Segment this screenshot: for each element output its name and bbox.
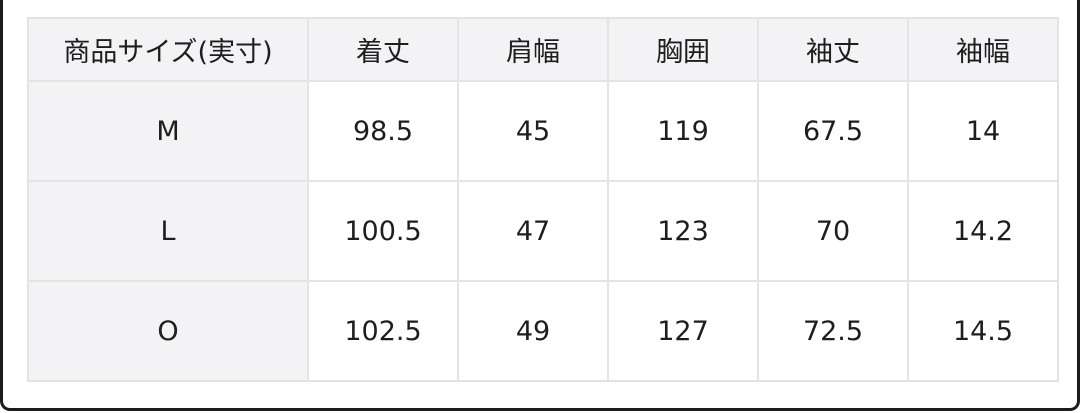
table-cell: 47 — [458, 181, 608, 281]
size-label-cell: M — [28, 81, 308, 181]
size-table: 商品サイズ(実寸) 着丈 肩幅 胸囲 袖丈 袖幅 M 98.5 45 119 6… — [27, 17, 1059, 382]
table-cell: 98.5 — [308, 81, 458, 181]
table-cell: 72.5 — [758, 281, 908, 381]
size-label-cell: L — [28, 181, 308, 281]
table-header-row: 商品サイズ(実寸) 着丈 肩幅 胸囲 袖丈 袖幅 — [28, 18, 1058, 81]
table-cell: 100.5 — [308, 181, 458, 281]
table-cell: 14.2 — [908, 181, 1058, 281]
table-cell: 102.5 — [308, 281, 458, 381]
table-row: O 102.5 49 127 72.5 14.5 — [28, 281, 1058, 381]
table-row: M 98.5 45 119 67.5 14 — [28, 81, 1058, 181]
table-row: L 100.5 47 123 70 14.2 — [28, 181, 1058, 281]
header-cell: 胸囲 — [608, 18, 758, 81]
table-cell: 123 — [608, 181, 758, 281]
table-cell: 14.5 — [908, 281, 1058, 381]
table-cell: 127 — [608, 281, 758, 381]
size-label-cell: O — [28, 281, 308, 381]
header-cell: 肩幅 — [458, 18, 608, 81]
header-cell: 商品サイズ(実寸) — [28, 18, 308, 81]
table-cell: 45 — [458, 81, 608, 181]
header-cell: 袖幅 — [908, 18, 1058, 81]
table-cell: 14 — [908, 81, 1058, 181]
table-cell: 49 — [458, 281, 608, 381]
header-cell: 袖丈 — [758, 18, 908, 81]
header-cell: 着丈 — [308, 18, 458, 81]
table-cell: 119 — [608, 81, 758, 181]
table-cell: 70 — [758, 181, 908, 281]
table-cell: 67.5 — [758, 81, 908, 181]
